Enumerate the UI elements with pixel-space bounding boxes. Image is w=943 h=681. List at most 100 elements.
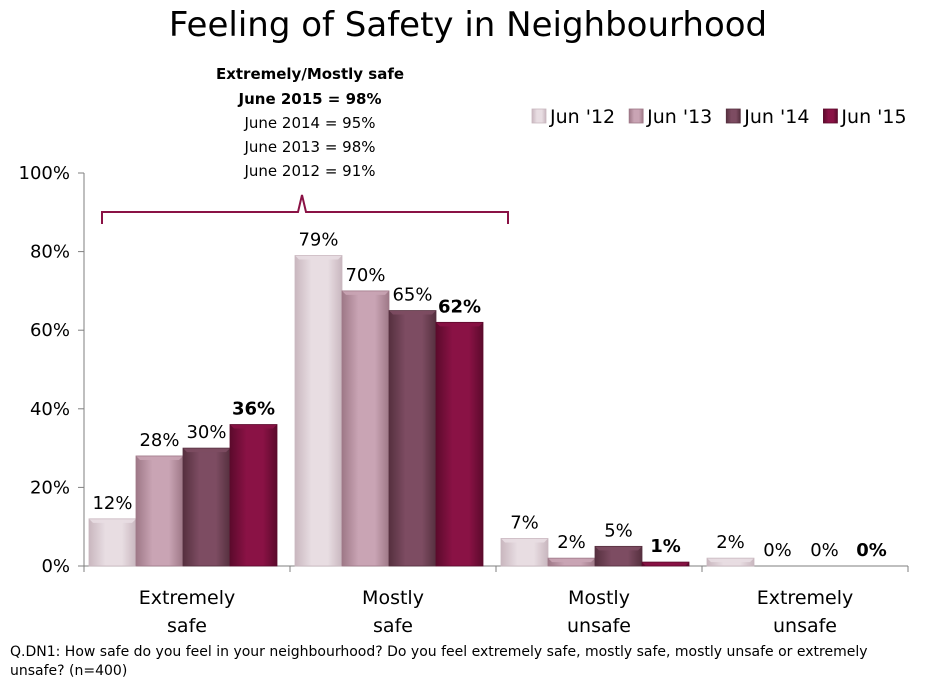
legend-label: Jun '12 (549, 106, 615, 128)
bar-bevel (342, 290, 389, 295)
bar-outline (500, 538, 549, 567)
bar-outline (706, 557, 755, 567)
bar-body (136, 455, 183, 566)
bar-bevel (136, 455, 183, 460)
bar-body (230, 424, 277, 566)
bar (641, 561, 690, 567)
legend-label: Jun '15 (840, 106, 906, 128)
data-label: 28% (139, 430, 179, 451)
data-label: 30% (186, 422, 226, 443)
bar-body (436, 322, 483, 566)
bar-bevel (501, 538, 548, 543)
annotation-line: June 2015 = 98% (238, 90, 382, 108)
bar-outline (435, 321, 484, 567)
legend-item: Jun '12 (531, 106, 615, 128)
x-category-label: Mostly (362, 587, 424, 609)
bar-bevel (595, 546, 642, 551)
annotation-bracket (101, 194, 509, 224)
annotation-line: June 2012 = 91% (243, 162, 375, 180)
x-category-label: Extremely (139, 587, 236, 609)
footnote-line: unsafe? (n=400) (10, 663, 127, 679)
bar-body (389, 310, 436, 566)
bar (594, 545, 643, 567)
axes: 0% 20% 40% 60% 80% 100% Extremely safe Mostly saf… (19, 163, 909, 637)
data-label: 0% (810, 540, 839, 561)
legend-item: Jun '13 (628, 106, 712, 128)
legend-swatch (531, 108, 547, 124)
bar-outline (229, 424, 278, 567)
data-label: 12% (92, 493, 132, 514)
bar-body (342, 290, 389, 566)
y-tick-label: 0% (41, 556, 70, 577)
bar-body (89, 518, 136, 566)
footnote: Q.DN1: How safe do you feel in your neig… (10, 644, 868, 679)
bar (706, 557, 755, 567)
bar (229, 424, 278, 567)
y-tick-label: 40% (30, 399, 70, 420)
bar (88, 518, 137, 567)
x-category-label: unsafe (567, 615, 631, 637)
bar-bevel (707, 558, 754, 563)
bar (135, 455, 184, 567)
bar (500, 538, 549, 567)
annotation-box: Extremely/Mostly safe June 2015 = 98% June… (101, 65, 509, 224)
legend-swatch (628, 108, 644, 124)
bar (182, 447, 231, 567)
bar-body (595, 546, 642, 566)
data-label: 2% (716, 532, 745, 553)
x-category-label: unsafe (773, 615, 837, 637)
data-label: 7% (510, 512, 539, 533)
annotation-line: June 2013 = 98% (243, 138, 375, 156)
annotation-heading: Extremely/Mostly safe (216, 65, 404, 83)
data-label: 70% (345, 265, 385, 286)
legend-label: Jun '14 (743, 106, 809, 128)
legend-item: Jun '14 (725, 106, 809, 128)
bar (435, 321, 484, 567)
x-category-label: Mostly (568, 587, 630, 609)
bar-bevel (642, 562, 689, 567)
bar (294, 255, 343, 567)
annotation-line: June 2014 = 95% (243, 114, 375, 132)
data-labels: 12% 28% 30% 36% 79% 70% 65% 62% 7% 2% 5% 1% 2% 0% 0% 0% (92, 230, 886, 561)
y-tick-label: 60% (30, 320, 70, 341)
data-label: 79% (298, 230, 338, 251)
bar (388, 310, 437, 567)
bar-bevel (436, 322, 483, 327)
data-label: 0% (763, 540, 792, 561)
bar-outline (641, 561, 690, 567)
data-label: 65% (392, 285, 432, 306)
bar-bevel (230, 424, 277, 429)
data-label: 1% (650, 536, 681, 557)
bar-bevel (183, 448, 230, 453)
x-category-label: safe (167, 615, 207, 637)
bar-body (501, 538, 548, 566)
y-tick-label: 80% (30, 242, 70, 263)
data-label: 0% (856, 540, 887, 561)
bar (341, 290, 390, 567)
data-label: 62% (438, 296, 481, 317)
bar (547, 557, 596, 567)
bar-body (295, 255, 342, 566)
data-label: 36% (232, 399, 275, 420)
bar-bevel (548, 558, 595, 563)
y-tick-label: 20% (30, 477, 70, 498)
bar-body (183, 448, 230, 566)
x-category-label: Extremely (757, 587, 854, 609)
legend-swatch (725, 108, 741, 124)
bar-outline (594, 545, 643, 567)
legend-label: Jun '13 (646, 106, 712, 128)
chart-title: Feeling of Safety in Neighbourhood (169, 5, 767, 45)
legend: Jun '12 Jun '13 Jun '14 Jun '15 (531, 106, 907, 128)
legend-swatch (823, 108, 838, 124)
data-label: 2% (557, 532, 586, 553)
footnote-line: Q.DN1: How safe do you feel in your neig… (10, 644, 868, 660)
data-label: 5% (604, 520, 633, 541)
bars (88, 255, 755, 567)
legend-item: Jun '15 (823, 106, 907, 128)
x-category-label: safe (373, 615, 413, 637)
y-tick-label: 100% (19, 163, 70, 184)
bar-bevel (295, 255, 342, 260)
bar-bevel (389, 310, 436, 315)
bar-bevel (89, 518, 136, 523)
